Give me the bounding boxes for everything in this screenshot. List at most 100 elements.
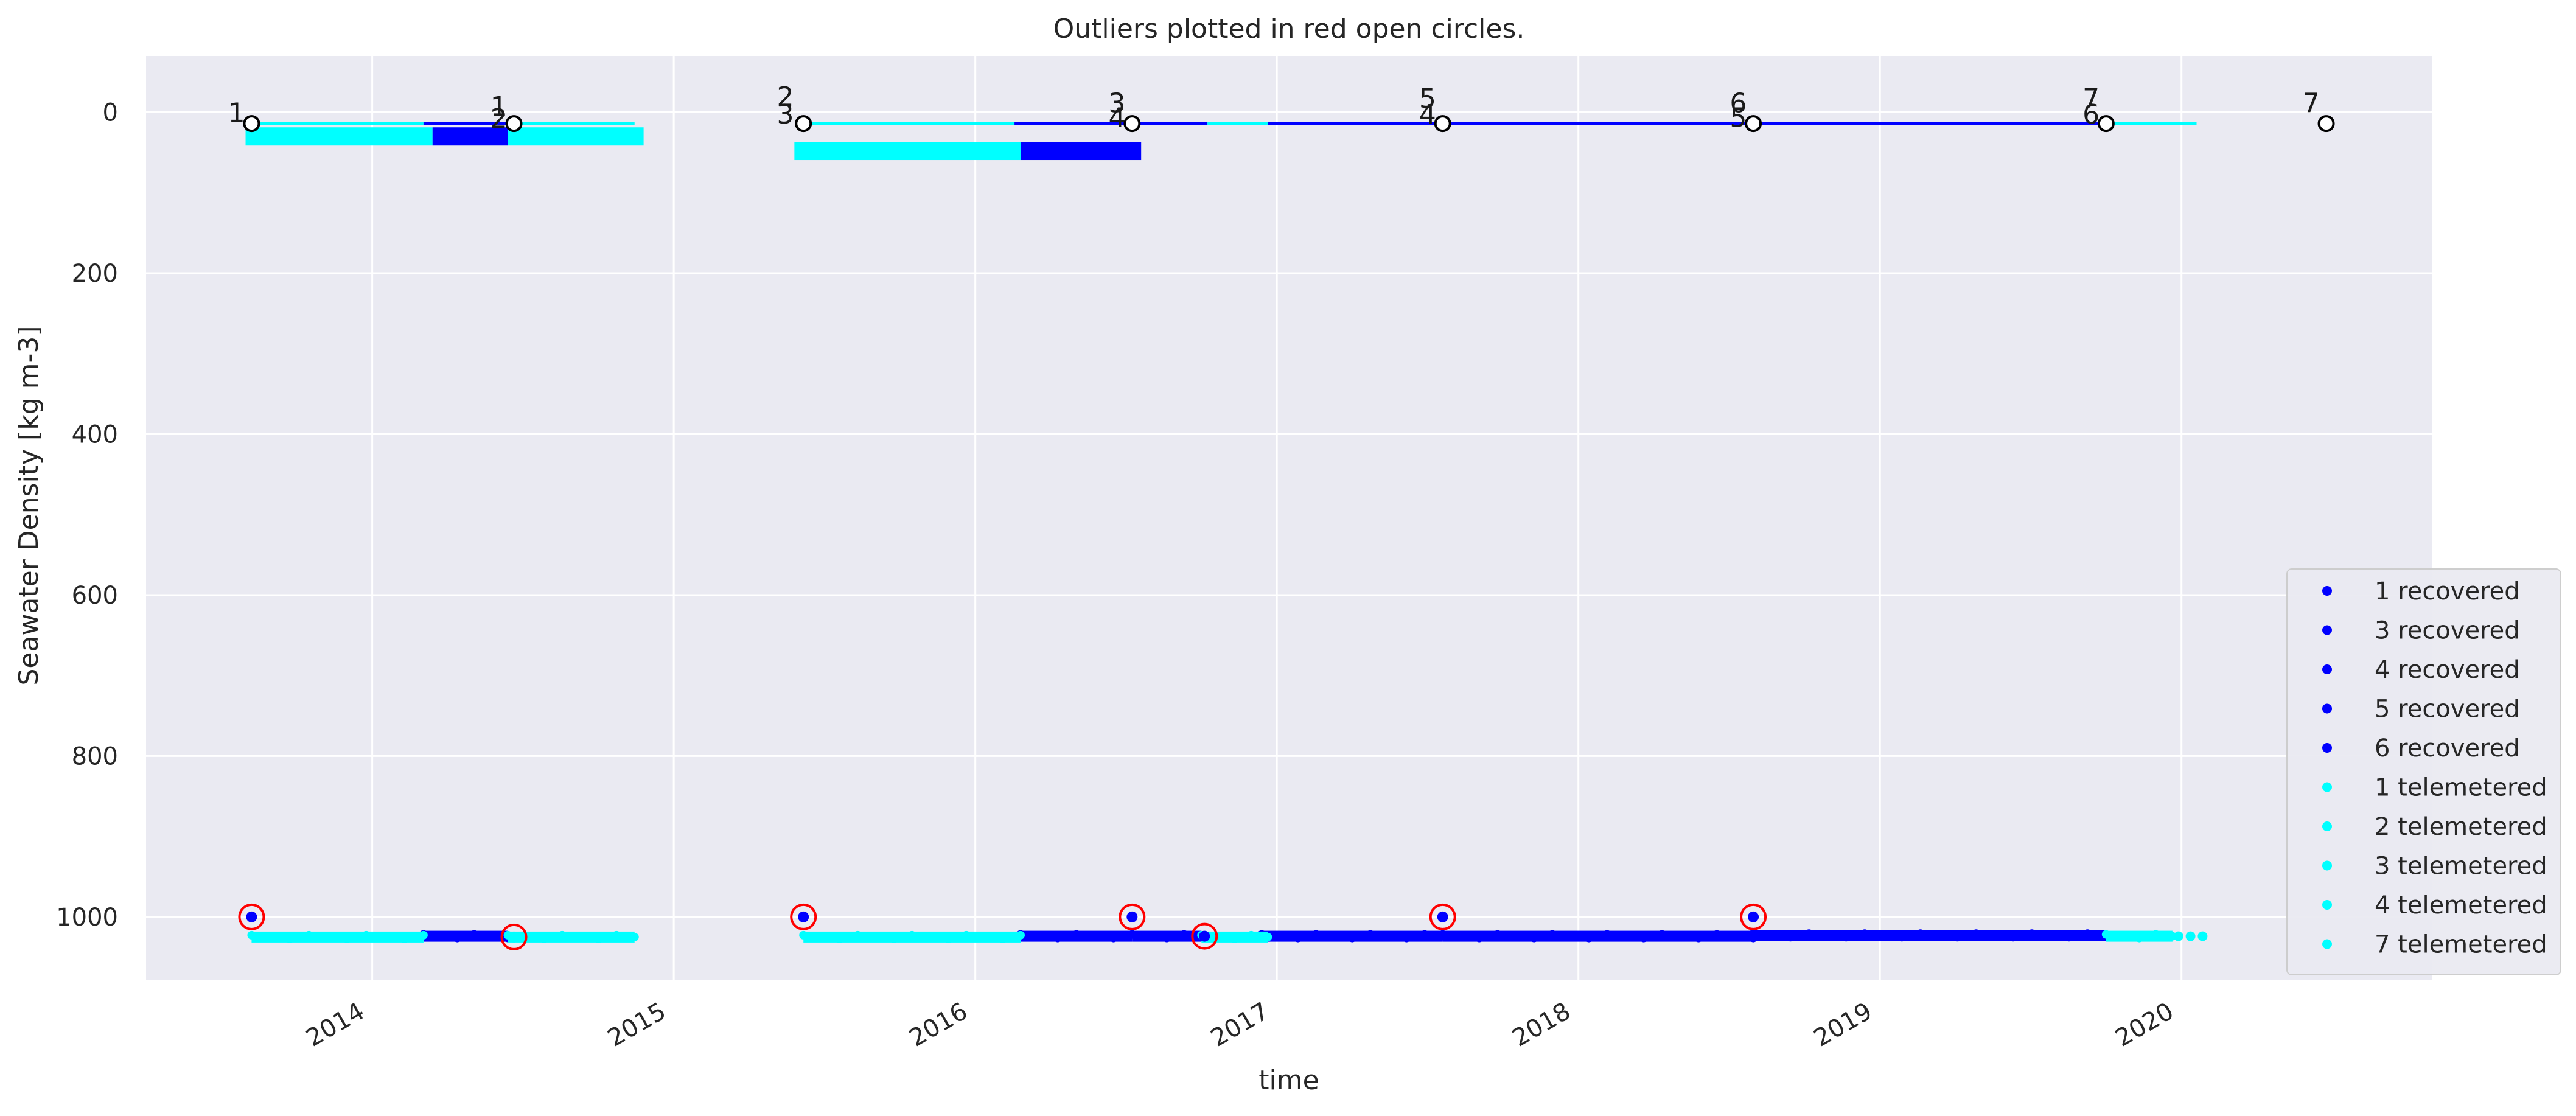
outlier-point: [798, 911, 809, 922]
data-point: [304, 930, 313, 940]
data-point: [1402, 933, 1411, 943]
data-point: [2173, 931, 2183, 941]
data-point: [1276, 932, 1285, 941]
data-point: [1053, 933, 1063, 943]
legend-marker: [2322, 743, 2332, 753]
legend-marker: [2322, 860, 2332, 871]
data-point: [1420, 930, 1429, 939]
data-point: [2083, 929, 2092, 938]
deployment-label: 3: [1109, 88, 1126, 119]
data-point: [1263, 932, 1272, 941]
data-point: [2151, 930, 2160, 939]
outlier-point: [1199, 930, 1210, 942]
data-point: [1529, 933, 1538, 943]
x-tick-label: 2015: [603, 997, 671, 1053]
legend-marker: [2322, 625, 2332, 635]
data-point: [853, 930, 862, 940]
legend-entry: 1 recovered: [2375, 577, 2520, 605]
deployment-bar: [1014, 122, 1208, 125]
chart-title: Outliers plotted in red open circles.: [1053, 13, 1525, 44]
data-point: [2185, 931, 2196, 941]
data-point: [1841, 933, 1851, 942]
deployment-marker: [1434, 115, 1451, 133]
data-point: [557, 930, 567, 940]
data-point: [540, 934, 549, 943]
data-point: [285, 934, 295, 943]
data-point: [1438, 930, 1447, 939]
x-tick-label: 2018: [1508, 997, 1576, 1053]
deployment-label: 1: [490, 91, 508, 122]
deployment-label: 2: [777, 82, 794, 113]
deployment-bar: [2106, 122, 2197, 125]
outlier-marker: [1429, 903, 1456, 930]
data-point: [1879, 931, 1888, 940]
data-point: [1953, 933, 1962, 942]
legend: 1 recovered 3 recovered 4 recovered 5 recov…: [2286, 568, 2561, 975]
outlier-layer: [238, 903, 1767, 950]
data-point: [1145, 932, 1154, 941]
deployment-bar: [1207, 122, 1268, 125]
deployment-label: 1: [228, 98, 245, 129]
outlier-point: [1126, 911, 1138, 922]
data-point: [436, 932, 445, 941]
data-point: [612, 930, 621, 940]
x-tick-label: 2017: [1206, 997, 1274, 1053]
data-point: [926, 932, 935, 941]
data-point: [1348, 933, 1357, 943]
data-point: [2027, 929, 2036, 938]
data-point: [1384, 932, 1393, 941]
deployment-label: 7: [2082, 83, 2100, 114]
data-point: [1749, 929, 1758, 938]
data-point: [1804, 929, 1813, 938]
series-band: [1442, 930, 1754, 942]
legend-box: [2286, 568, 2561, 975]
deployment-marker: [1745, 115, 1762, 133]
data-point: [576, 932, 585, 941]
data-point: [1584, 933, 1593, 943]
data-point: [1602, 930, 1611, 939]
data-point: [419, 930, 428, 940]
x-axis-label: time: [1258, 1065, 1319, 1096]
deployment-marker: [2097, 115, 2115, 133]
data-point: [1676, 932, 1685, 941]
data-point: [1091, 932, 1100, 941]
legend-entry: 5 recovered: [2375, 696, 2520, 724]
deployment-label: 7: [2303, 88, 2320, 119]
legend-entry: 6 recovered: [2375, 734, 2520, 762]
data-point: [1566, 932, 1575, 941]
data-point: [1366, 930, 1375, 939]
deployment-bar: [245, 127, 433, 146]
data-point: [2046, 931, 2055, 940]
deployment-label: 3: [777, 99, 794, 130]
outlier-marker: [1119, 903, 1146, 930]
deployment-bar: [508, 127, 644, 146]
data-point: [1475, 933, 1484, 943]
data-point: [998, 934, 1007, 943]
data-point: [1786, 933, 1795, 942]
data-point: [1823, 931, 1832, 940]
y-ticks: 0 200 400 600 800 1000: [56, 99, 118, 932]
data-point: [630, 932, 639, 941]
legend-entry: 7 telemetered: [2375, 931, 2547, 959]
series-band: [251, 931, 424, 943]
legend-marker: [2322, 586, 2332, 596]
data-point: [323, 932, 332, 941]
data-point: [1128, 930, 1137, 939]
outlier-point: [1748, 911, 1759, 922]
deployment-bar: [508, 122, 635, 125]
data-point: [343, 934, 352, 943]
outlier-marker: [238, 903, 265, 930]
data-point: [980, 932, 989, 941]
data-point: [1767, 931, 1776, 940]
y-tick-label: 800: [72, 742, 118, 770]
data-point: [486, 932, 495, 941]
data-point: [1311, 930, 1321, 939]
data-point: [1897, 933, 1907, 942]
data-point: [1621, 932, 1630, 941]
legend-entry: 1 telemetered: [2375, 774, 2547, 802]
data-point: [247, 930, 256, 940]
data-point: [1179, 930, 1189, 939]
outlier-marker: [790, 903, 817, 930]
data-point: [2118, 932, 2127, 941]
